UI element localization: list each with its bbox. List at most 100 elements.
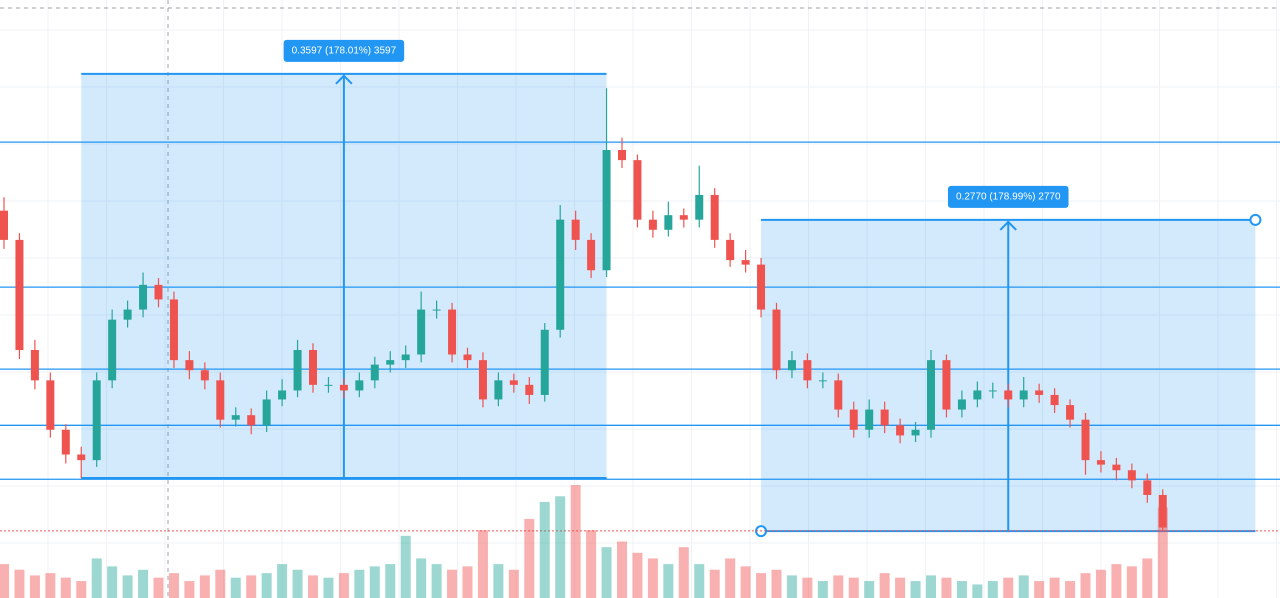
volume-bar <box>709 569 720 598</box>
volume-bar <box>230 577 241 598</box>
volume-bar <box>1034 581 1045 598</box>
volume-bar <box>477 530 488 598</box>
candle-body <box>1143 480 1152 495</box>
measure-label: 0.2770 (178.99%) 2770 <box>956 192 1061 203</box>
volume-bar <box>1065 581 1076 598</box>
candle-body <box>942 360 951 410</box>
candle-body <box>386 360 395 365</box>
volume-bar <box>895 577 906 598</box>
candle-body <box>231 415 240 420</box>
volume-bar <box>261 573 272 598</box>
candle-body <box>293 350 302 391</box>
measure-label-bg <box>283 39 405 62</box>
volume-bar <box>586 530 597 598</box>
measure-arrowhead <box>999 220 1017 231</box>
volume-bar <box>199 575 210 598</box>
candle-body <box>880 409 889 426</box>
volume-bar <box>1142 558 1153 598</box>
volume-bar <box>400 535 411 598</box>
volume-bar <box>725 558 736 598</box>
candle-body <box>896 425 905 436</box>
candle-body <box>401 354 410 361</box>
candle-body <box>1127 470 1136 481</box>
volume-bar <box>1126 566 1137 598</box>
candle-body <box>123 309 132 320</box>
volume-bar <box>647 558 658 598</box>
volume-bar <box>771 569 782 598</box>
candle-body <box>247 415 256 426</box>
volume-bar <box>740 566 751 598</box>
candle-body <box>1050 394 1059 406</box>
candle-body <box>927 360 935 430</box>
volume-bar <box>277 564 288 598</box>
candle-body <box>818 380 827 382</box>
candle-body <box>417 309 426 355</box>
candle-body <box>262 399 271 426</box>
volume-bar <box>338 573 349 598</box>
candle-body <box>849 409 858 430</box>
volume-bar <box>416 558 427 598</box>
candle-body <box>77 454 86 461</box>
volume-bar <box>617 541 627 598</box>
candle-body <box>509 380 518 385</box>
candle-body <box>200 370 209 381</box>
volume-bar <box>864 581 875 598</box>
volume-bar <box>1018 575 1029 598</box>
candle-body <box>478 360 487 400</box>
volume-bar <box>91 558 102 598</box>
volume-bar <box>926 575 936 598</box>
volume-bar <box>833 575 844 598</box>
volume-bar <box>956 581 967 598</box>
candle-body <box>726 239 735 261</box>
candle-body <box>571 219 580 240</box>
candle-body <box>30 350 39 381</box>
volume-bar <box>215 569 226 598</box>
candle-body <box>108 319 117 381</box>
candle-body <box>587 239 596 271</box>
candle-body <box>339 384 348 391</box>
candle-body <box>61 429 70 455</box>
volume-bar <box>524 518 535 598</box>
candle-body <box>741 260 750 265</box>
candle-body <box>46 380 55 430</box>
candle-body <box>463 354 472 361</box>
volume-bar <box>1003 577 1014 598</box>
measure-label-bg <box>947 185 1069 208</box>
candle-body <box>1066 405 1075 420</box>
volume-bar <box>786 575 797 598</box>
candle-body <box>911 429 920 436</box>
candle-body <box>0 210 8 240</box>
candle-body <box>139 284 148 310</box>
candle-body <box>1096 460 1105 465</box>
volume-bar <box>354 569 365 598</box>
volume-bar <box>632 552 643 598</box>
volume-bar <box>385 564 396 598</box>
candle-body <box>1035 390 1044 395</box>
candle-body <box>1158 494 1167 528</box>
candle-body <box>448 309 457 355</box>
candle-body <box>679 215 688 220</box>
measure-handle <box>1249 213 1262 226</box>
candle-body <box>1004 390 1013 400</box>
volume-bar <box>972 584 983 598</box>
volume-bar <box>663 564 674 598</box>
volume-bar <box>817 581 828 598</box>
volume-bar <box>987 581 998 598</box>
volume-bar <box>1049 577 1060 598</box>
candle-body <box>216 380 225 420</box>
volume-bar <box>678 547 689 598</box>
candle-body <box>957 399 966 410</box>
volume-bar <box>431 564 442 598</box>
volume-bar <box>694 564 705 598</box>
candle-body <box>92 380 101 461</box>
volume-bar <box>447 569 458 598</box>
volume-bar <box>122 575 133 598</box>
candle-body <box>324 384 333 386</box>
volume-bar <box>756 573 767 598</box>
volume-bar <box>1080 573 1091 598</box>
volume-bar <box>601 547 612 598</box>
candle-body <box>1019 390 1028 400</box>
candle-body <box>154 284 163 300</box>
candle-body <box>1112 464 1121 471</box>
